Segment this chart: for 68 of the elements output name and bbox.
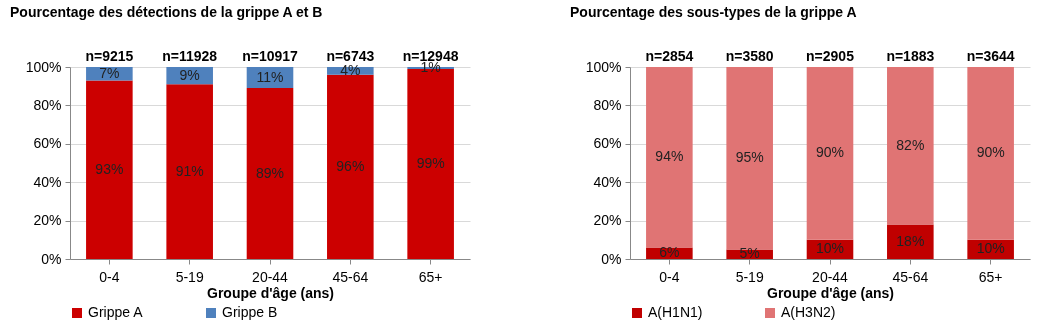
y-tick-label: 20% bbox=[593, 212, 622, 229]
bar bbox=[327, 74, 374, 259]
annotation: n=11928 bbox=[162, 48, 218, 64]
y-tick-label: 0% bbox=[601, 250, 622, 267]
bar bbox=[726, 67, 773, 250]
data-label: 10% bbox=[815, 240, 845, 257]
data-label: 95% bbox=[735, 149, 764, 166]
x-tick-label: 0-4 bbox=[99, 268, 120, 285]
x-tick-label: 0-4 bbox=[659, 268, 680, 285]
bar bbox=[246, 88, 294, 259]
legend-label: Grippe B bbox=[222, 304, 278, 320]
data-label: 93% bbox=[95, 160, 124, 177]
annotation: n=2905 bbox=[806, 48, 855, 64]
y-tick-label: 20% bbox=[33, 212, 62, 229]
bar bbox=[887, 67, 934, 225]
data-label: 90% bbox=[815, 144, 845, 161]
x-tick-label: 65+ bbox=[978, 268, 1003, 285]
bar bbox=[967, 67, 1014, 240]
y-tick-label: 60% bbox=[593, 135, 622, 152]
bar bbox=[806, 67, 854, 240]
y-tick-label: 60% bbox=[33, 135, 62, 152]
x-axis-title: Groupe d'âge (ans) bbox=[206, 284, 335, 301]
data-label: 4% bbox=[340, 61, 361, 78]
legend-label: A(H1N1) bbox=[648, 304, 703, 320]
y-tick-label: 40% bbox=[33, 173, 62, 190]
y-tick-label: 80% bbox=[593, 96, 622, 113]
x-tick-label: 5-19 bbox=[735, 268, 764, 285]
chart-title: Pourcentage des sous-types de la grippe A bbox=[570, 4, 857, 20]
x-tick-label: 65+ bbox=[418, 268, 443, 285]
annotation: n=6743 bbox=[326, 48, 375, 64]
x-tick-label: 45-64 bbox=[332, 268, 369, 285]
chart-title: Pourcentage des détections de la grippe A et B bbox=[10, 4, 323, 20]
bar bbox=[166, 84, 213, 259]
data-label: 82% bbox=[896, 136, 925, 153]
data-label: 10% bbox=[976, 240, 1005, 257]
annotation: n=2854 bbox=[645, 48, 694, 64]
annotation: n=9215 bbox=[85, 48, 134, 64]
annotation: n=1883 bbox=[886, 48, 935, 64]
y-tick-label: 100% bbox=[25, 58, 62, 75]
legend-label: Grippe A bbox=[88, 304, 144, 320]
x-tick-label: 5-19 bbox=[175, 268, 204, 285]
data-label: 89% bbox=[255, 164, 285, 181]
data-label: 90% bbox=[976, 144, 1005, 161]
annotation: n=10917 bbox=[242, 48, 299, 64]
data-label: 5% bbox=[739, 245, 760, 262]
data-label: 9% bbox=[179, 66, 200, 83]
annotation: n=3644 bbox=[966, 48, 1015, 64]
y-tick-label: 80% bbox=[33, 96, 62, 113]
y-tick-label: 100% bbox=[585, 58, 622, 75]
x-tick-label: 20-44 bbox=[252, 268, 289, 285]
legend-label: A(H3N2) bbox=[781, 304, 836, 320]
data-label: 96% bbox=[336, 157, 365, 174]
y-tick-label: 40% bbox=[593, 173, 622, 190]
data-label: 6% bbox=[659, 244, 680, 261]
x-axis-title: Groupe d'âge (ans) bbox=[766, 284, 895, 301]
annotation: n=3580 bbox=[725, 48, 774, 64]
x-tick-label: 20-44 bbox=[812, 268, 849, 285]
data-label: 18% bbox=[896, 232, 925, 249]
bar bbox=[646, 67, 693, 248]
y-tick-label: 0% bbox=[41, 250, 62, 267]
data-label: 94% bbox=[655, 148, 684, 165]
data-label: 91% bbox=[175, 162, 204, 179]
data-label: 11% bbox=[256, 68, 284, 85]
x-tick-label: 45-64 bbox=[892, 268, 929, 285]
data-label: 99% bbox=[416, 154, 445, 171]
bar bbox=[86, 80, 133, 259]
bar bbox=[887, 224, 934, 259]
data-label: 7% bbox=[99, 64, 120, 81]
